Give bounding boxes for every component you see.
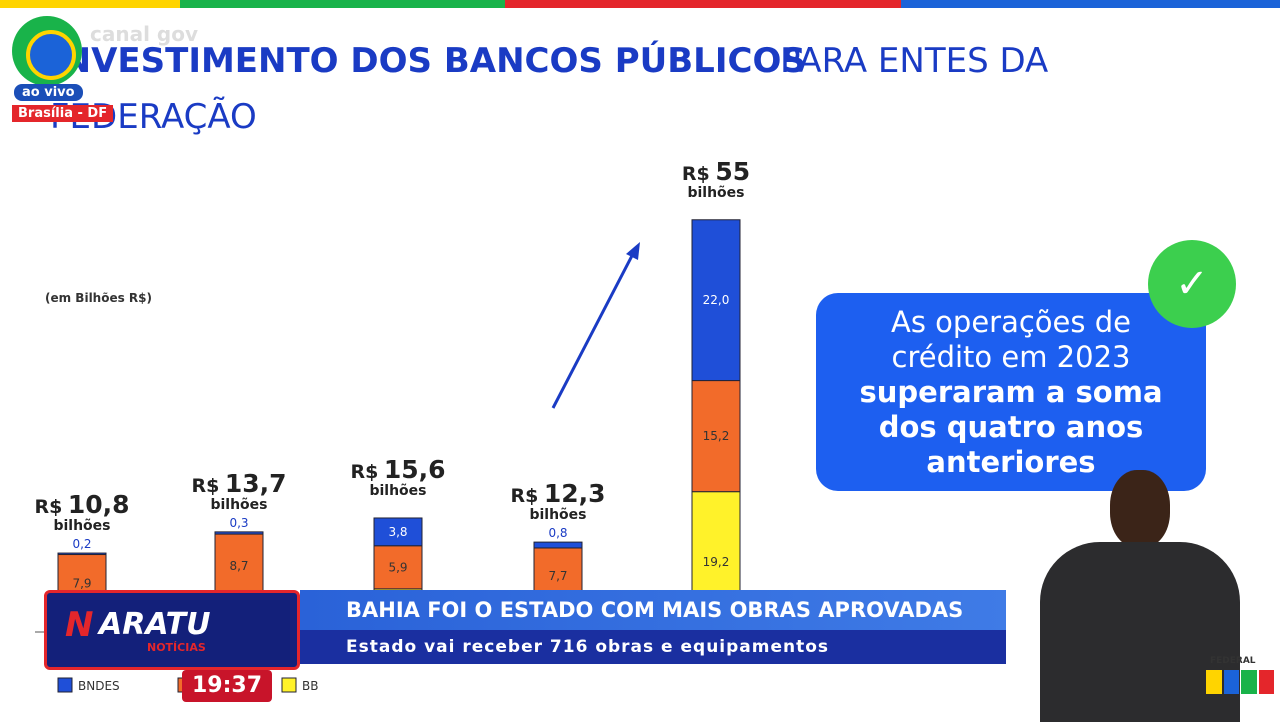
value-label: 7,7: [548, 569, 567, 583]
total-value: 12,3: [544, 479, 606, 508]
total-currency: R$: [34, 496, 62, 518]
value-label: 3,8: [388, 525, 407, 539]
news-logo: N ARATU NOTÍCIAS: [44, 590, 300, 670]
legend-swatch: [281, 677, 297, 693]
chart-title: INVESTIMENTO DOS BANCOS PÚBLICOS: [50, 40, 806, 81]
arrow-head: [626, 242, 640, 260]
legend-label: BB: [302, 679, 318, 693]
bar-segment: [373, 517, 423, 547]
callout: As operações de crédito em 2023 superaram …: [816, 293, 1206, 491]
total-currency: R$: [191, 475, 219, 497]
total-label: R$ 12,3: [510, 479, 605, 508]
callout-line: superaram a soma: [859, 374, 1163, 409]
total-unit: bilhões: [687, 185, 744, 201]
bar-segment: [691, 219, 741, 382]
bar-segment: [214, 533, 264, 599]
bar-segment: [533, 541, 583, 549]
channel-name: canal gov: [90, 22, 198, 46]
total-value: 15,6: [384, 455, 446, 484]
trend-arrow: [551, 247, 638, 409]
total-label: R$ 55: [682, 157, 750, 186]
value-label: 7,9: [72, 576, 91, 590]
total-currency: R$: [510, 485, 538, 507]
value-label: 5,9: [388, 560, 407, 574]
legend-label: BNDES: [78, 679, 120, 693]
value-label: 8,7: [229, 559, 248, 573]
callout-line: dos quatro anos: [878, 409, 1144, 444]
check-badge: ✓: [1148, 240, 1236, 328]
total-unit: bilhões: [529, 507, 586, 523]
total-unit: bilhões: [369, 483, 426, 499]
value-label: 0,3: [229, 516, 248, 530]
total-value: 10,8: [68, 490, 130, 519]
bar-segment: [57, 552, 107, 556]
bar-segment: [214, 531, 264, 535]
total-value: 55: [715, 157, 750, 186]
total-currency: R$: [682, 163, 710, 185]
top-stripe: [0, 0, 1280, 8]
chart-subtitle: (em Bilhões R$): [45, 291, 152, 305]
legend-swatch: [57, 677, 73, 693]
callout-line: As operações de: [891, 304, 1131, 339]
total-unit: bilhões: [53, 518, 110, 534]
callout-line: anteriores: [926, 444, 1096, 479]
value-label: 15,2: [703, 429, 730, 443]
clock: 19:37: [182, 670, 272, 702]
value-label: 19,2: [703, 555, 730, 569]
value-label: 0,2: [72, 537, 91, 551]
channel-logo: [12, 16, 82, 86]
brand: ARATU: [99, 607, 211, 642]
value-label: 22,0: [703, 293, 730, 307]
value-label: 0,8: [548, 526, 567, 540]
footer-logo: FEDERAL: [1210, 656, 1256, 666]
total-label: R$ 15,6: [350, 455, 445, 484]
chart-title-rest: PARA ENTES DA: [780, 41, 1048, 81]
live-badge: ao vivo: [14, 84, 83, 101]
total-unit: bilhões: [210, 497, 267, 513]
headline: BAHIA FOI O ESTADO COM MAIS OBRAS APROVA…: [300, 590, 1006, 662]
brand-sub: NOTÍCIAS: [147, 641, 206, 654]
total-value: 13,7: [225, 469, 287, 498]
footer-logo-mark: [1206, 670, 1274, 694]
bar-segment: [373, 545, 423, 590]
total-label: R$ 13,7: [191, 469, 286, 498]
location-badge: Brasília - DF: [12, 105, 114, 122]
total-label: R$ 10,8: [34, 490, 129, 519]
callout-line: crédito em 2023: [891, 339, 1131, 374]
total-currency: R$: [350, 461, 378, 483]
subheadline: Estado vai receber 716 obras e equipamen…: [300, 630, 1006, 664]
bar-segment: [691, 380, 741, 493]
